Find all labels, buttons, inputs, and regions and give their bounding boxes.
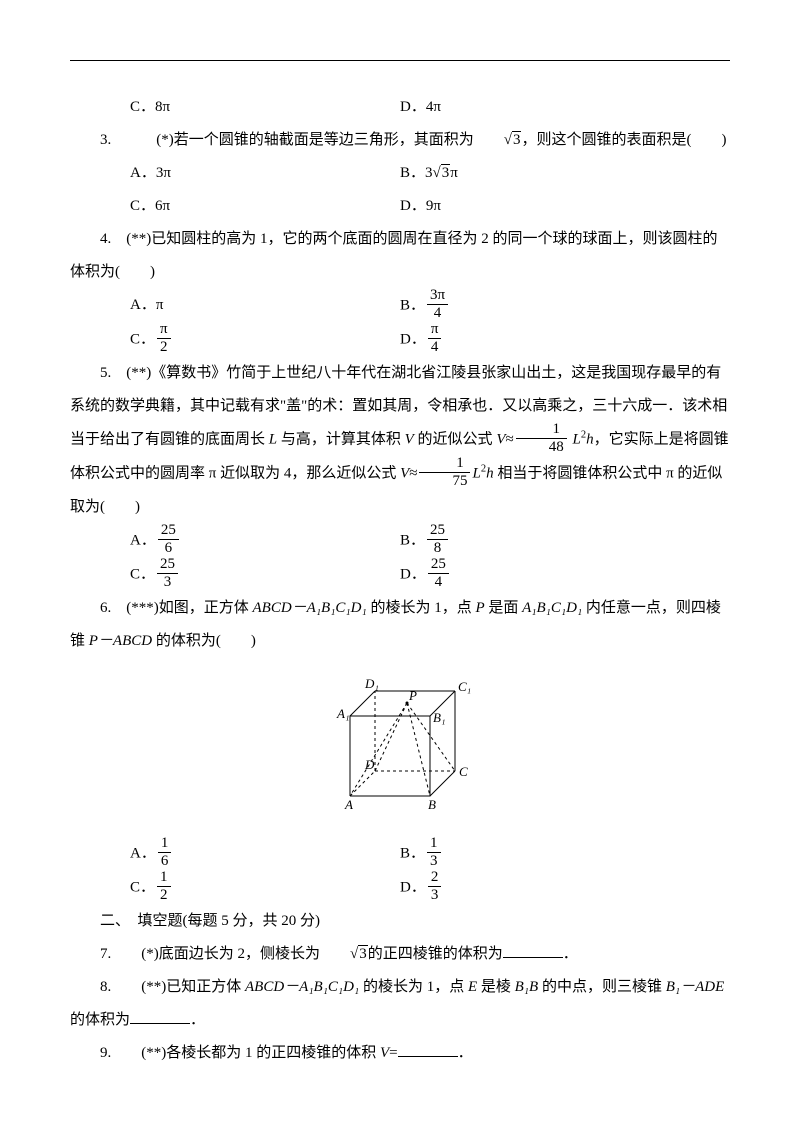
document-page: C．8π D．4π 3. (*)若一个圆锥的轴截面是等边三角形，其面积为√3，则… (0, 0, 800, 1110)
q5-stem: 5. (**)《算数书》竹简于上世纪八十年代在湖北省江陵县张家山出土，这是我国现… (70, 357, 730, 524)
q4-frac-c: π2 (157, 321, 171, 355)
cube-diagram-icon: A B C D A₁ B₁ C₁ D₁ P (315, 666, 485, 816)
lbl-C: C (459, 764, 468, 779)
q4-opt-d: D．π4 (400, 323, 670, 357)
q6-figure: A B C D A₁ B₁ C₁ D₁ P (70, 666, 730, 829)
q3-text2: ，则这个圆锥的表面积是( ) (521, 132, 726, 148)
q3-opt-a: A．3π (130, 157, 400, 190)
q4-opt-c: C．π2 (130, 323, 400, 357)
q5-opt-d: D．254 (400, 558, 670, 592)
q7-stem: 7. (*)底面边长为 2，侧棱长为√3的正四棱锥的体积为． (70, 938, 730, 971)
lbl-B1: B₁ (433, 710, 445, 725)
lbl-A: A (344, 797, 353, 812)
q5-frac1: 148 (516, 421, 567, 455)
q4-options: A．π B．3π4 C．π2 D．π4 (130, 289, 730, 357)
q3-opt-b: B．3√3π (400, 157, 670, 190)
q3-options: A．3π B．3√3π C．6π D．9π (130, 157, 730, 223)
q4-stem: 4. (**)已知圆柱的高为 1，它的两个底面的圆周在直径为 2 的同一个球的球… (70, 223, 730, 289)
q5-frac2: 175 (419, 455, 470, 489)
lbl-C1: C₁ (458, 679, 471, 694)
lbl-D: D (364, 757, 375, 772)
q6-opt-a: A．16 (130, 837, 400, 871)
section2-heading: 二、 填空题(每题 5 分，共 20 分) (70, 905, 730, 938)
q6-options: A．16 B．13 C．12 D．23 (130, 837, 730, 905)
q4-opt-b: B．3π4 (400, 289, 670, 323)
q9-stem: 9. (**)各棱长都为 1 的正四棱锥的体积 V=． (70, 1037, 730, 1070)
q2-opt-d: D．4π (400, 91, 670, 124)
sqrt3-q7-icon: √3 (320, 938, 368, 971)
q5-opt-b: B．258 (400, 524, 670, 558)
q2-d-text: 4π (426, 99, 441, 115)
q8-blank (130, 1008, 190, 1024)
q4-frac-b: 3π4 (427, 287, 448, 321)
q2-opt-c: C．8π (130, 91, 400, 124)
q6-stem: 6. (***)如图，正方体 ABCD－A₁B₁C₁D₁ 的棱长为 1，点 P … (70, 592, 730, 658)
lbl-D1: D₁ (364, 676, 379, 691)
var-V: V (405, 431, 414, 447)
q3-opt-c: C．6π (130, 190, 400, 223)
lbl-A1: A₁ (336, 706, 349, 721)
lbl-B: B (428, 797, 436, 812)
q5-options: A．256 B．258 C．253 D．254 (130, 524, 730, 592)
q7-blank (503, 942, 563, 958)
q3-opt-d: D．9π (400, 190, 670, 223)
q2-c-text: 8π (155, 99, 170, 115)
q5-opt-a: A．256 (130, 524, 400, 558)
q6-opt-c: C．12 (130, 871, 400, 905)
q8-stem: 8. (**)已知正方体 ABCD－A₁B₁C₁D₁ 的棱长为 1，点 E 是棱… (70, 971, 730, 1004)
lbl-P: P (408, 688, 417, 703)
q6-opt-d: D．23 (400, 871, 670, 905)
var-L: L (269, 431, 277, 447)
sqrt3-icon: √3 (474, 124, 522, 157)
q5-opt-c: C．253 (130, 558, 400, 592)
q4-frac-d: π4 (428, 321, 442, 355)
q4-opt-a: A．π (130, 289, 400, 323)
q8-cont: 的体积为． (70, 1004, 730, 1037)
q2-options-cd: C．8π D．4π (130, 91, 730, 124)
q6-opt-b: B．13 (400, 837, 670, 871)
q3-stem: 3. (*)若一个圆锥的轴截面是等边三角形，其面积为√3，则这个圆锥的表面积是(… (70, 124, 730, 157)
q3-text1: 3. (*)若一个圆锥的轴截面是等边三角形，其面积为 (100, 132, 474, 148)
q9-blank (398, 1041, 458, 1057)
sqrt3b-icon: √3 (433, 157, 451, 190)
top-rule (70, 60, 730, 61)
